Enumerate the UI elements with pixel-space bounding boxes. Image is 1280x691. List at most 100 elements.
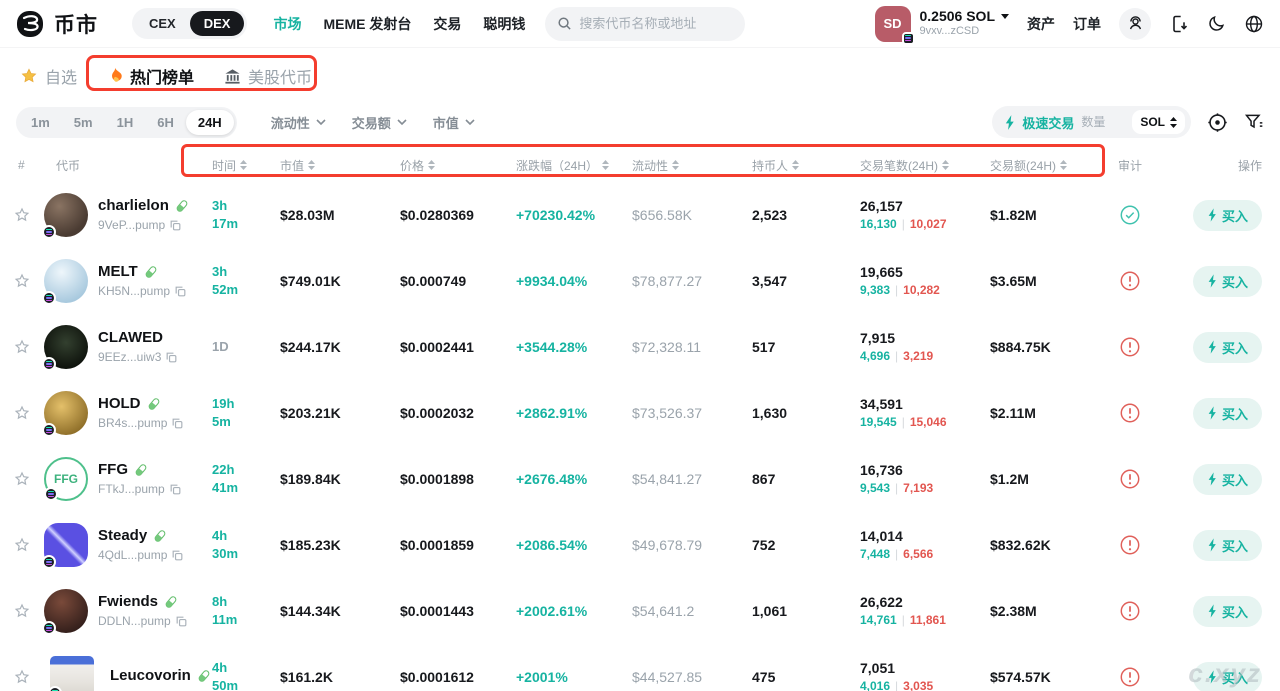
filter-funnel-icon[interactable] [1244,112,1264,132]
col-header-time[interactable]: 时间 [212,157,280,174]
search-box[interactable] [545,6,746,41]
toggle-dex[interactable]: DEX [189,11,245,36]
audit-warn-icon[interactable] [1119,468,1141,490]
favorite-star-icon[interactable] [14,471,30,487]
col-header-mcap[interactable]: 市值 [280,157,400,174]
app-download-icon[interactable] [1169,14,1189,34]
holders: 2,523 [752,207,788,223]
token-name: MELT [98,263,138,281]
timeframe-24h[interactable]: 24H [185,109,234,135]
brand[interactable]: 币市 [16,9,98,39]
buy-button[interactable]: 买入 [1192,661,1262,691]
tab-hot-list[interactable]: 热门榜单 [107,64,194,88]
tab-watchlist[interactable]: 自选 [20,64,77,88]
favorite-star-icon[interactable] [14,273,30,289]
favorite-star-icon[interactable] [14,339,30,355]
token-age: 1D [212,339,229,355]
table-row[interactable]: charlielon 9VeP...pump 3h 17m $28.03M $0.… [0,182,1280,248]
copy-icon[interactable] [175,286,186,297]
buy-button[interactable]: 买入 [1192,463,1262,495]
favorite-star-icon[interactable] [14,537,30,553]
audit-warn-icon[interactable] [1119,336,1141,358]
sort-icon [792,160,800,170]
buy-button[interactable]: 买入 [1192,265,1262,297]
timeframe-group: 1m 5m 1H 6H 24H [16,106,237,138]
token-table: # 代币 时间 市值 价格 涨跌幅（24H） 流动性 持币人 交易笔数(24H)… [0,148,1280,691]
table-row[interactable]: FFG FFG FTkJ...pump 22h 41m $189 [0,446,1280,512]
col-header-change[interactable]: 涨跌幅（24H） [516,157,632,174]
table-row[interactable]: Fwiends DDLN...pump 8h 11m $144.34K $0.00… [0,578,1280,644]
col-header-holders[interactable]: 持币人 [752,157,860,174]
copy-icon[interactable] [176,616,187,627]
lightning-icon [1208,208,1216,222]
buy-button[interactable]: 买入 [1192,199,1262,231]
favorite-star-icon[interactable] [14,207,30,223]
quick-trade-label[interactable]: 极速交易 [1022,115,1075,131]
dark-mode-icon[interactable] [1207,14,1226,33]
audit-warn-icon[interactable] [1119,270,1141,292]
copy-icon[interactable] [170,220,181,231]
timeframe-1h[interactable]: 1H [116,114,134,130]
buy-button[interactable]: 买入 [1192,397,1262,429]
tx-count: 7,051 4,016 | 3,035 [860,659,990,691]
filter-bar: 1m 5m 1H 6H 24H 流动性 交易额 市值 极速交易 SOL [0,98,1280,148]
nav-link-assets[interactable]: 资产 [1027,15,1055,32]
wallet-menu[interactable]: SD 0.2506 SOL 9vxv...zCSD [874,5,1009,45]
sell-count: 3,035 [903,679,934,691]
col-header-volume[interactable]: 交易额(24H) [990,157,1100,174]
token-avatar [42,325,88,371]
nav-item-meme-launchpad[interactable]: MEME 发射台 [323,15,412,32]
favorite-star-icon[interactable] [14,669,30,685]
search-input[interactable] [579,16,734,31]
table-row[interactable]: CLAWED 9EEz...uiw3 1D $244.17K $0.000244… [0,314,1280,380]
timeframe-6h[interactable]: 6H [157,114,174,130]
buy-button[interactable]: 买入 [1192,595,1262,627]
audit-warn-icon[interactable] [1119,666,1141,688]
change-24h: +2001% [516,669,568,685]
favorite-star-icon[interactable] [14,405,30,421]
buy-button[interactable]: 买入 [1192,529,1262,561]
solana-badge-icon [42,225,56,239]
nav-item-market[interactable]: 市场 [273,15,302,32]
lightning-icon [1208,274,1216,288]
price: $0.0001443 [400,603,474,619]
col-header-liquidity[interactable]: 流动性 [632,157,752,174]
audit-warn-icon[interactable] [1119,402,1141,424]
quick-trade-amount-input[interactable] [1081,115,1126,129]
market-cap: $28.03M [280,207,335,223]
support-icon[interactable] [1119,7,1151,40]
nav-item-smart-money[interactable]: 聪明钱 [483,15,526,32]
dropdown-liquidity[interactable]: 流动性 [271,113,326,132]
col-header-price[interactable]: 价格 [400,157,516,174]
timeframe-5m[interactable]: 5m [73,114,93,130]
favorite-star-icon[interactable] [14,603,30,619]
audit-warn-icon[interactable] [1119,534,1141,556]
nav-item-trade[interactable]: 交易 [433,15,462,32]
token-address: KH5N...pump [98,283,171,298]
buy-button[interactable]: 买入 [1192,331,1262,363]
copy-icon[interactable] [172,418,183,429]
audit-pass-icon[interactable] [1119,204,1141,226]
table-row[interactable]: Leucovorin 4h 50m $161.2K $0.0001612 +200… [0,644,1280,691]
nav-link-orders[interactable]: 订单 [1073,15,1101,32]
sell-count: 10,027 [909,217,947,232]
lightning-icon [1208,538,1216,552]
audit-warn-icon[interactable] [1119,600,1141,622]
col-header-txcount[interactable]: 交易笔数(24H) [860,157,990,174]
dropdown-mcap[interactable]: 市值 [433,113,475,132]
copy-icon[interactable] [170,484,181,495]
currency-select[interactable]: SOL [1132,110,1185,134]
tab-us-stock-tokens[interactable]: 美股代币 [224,64,312,88]
language-globe-icon[interactable] [1244,14,1264,34]
table-row[interactable]: HOLD BR4s...pump 19h 5m $203.21K $0.00020… [0,380,1280,446]
toggle-cex[interactable]: CEX [149,16,176,31]
buy-count: 4,016 [860,679,891,691]
settings-icon[interactable] [1207,112,1228,133]
dropdown-volume[interactable]: 交易额 [352,113,407,132]
timeframe-1m[interactable]: 1m [31,114,50,130]
table-row[interactable]: Steady 4QdL...pump 4h 30m $185.23K $0.000… [0,512,1280,578]
copy-icon[interactable] [166,352,177,363]
table-row[interactable]: MELT KH5N...pump 3h 52m $749.01K $0.00074… [0,248,1280,314]
lightning-icon [1006,114,1015,130]
copy-icon[interactable] [172,550,183,561]
